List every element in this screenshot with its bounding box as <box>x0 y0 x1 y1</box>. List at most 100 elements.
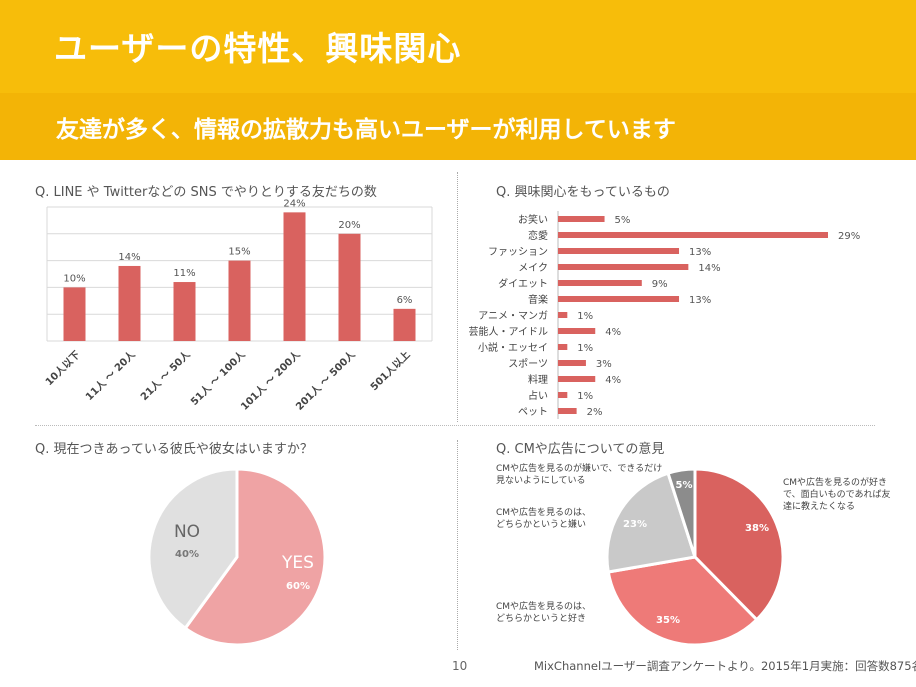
category-label: 小説・エッセイ <box>478 341 548 354</box>
hbar-value-label: 29% <box>838 231 860 242</box>
ads-callout-line: で、面白いものであれば友 <box>783 488 891 500</box>
ads-callout-0: CMや広告を見るのが好きで、面白いものであれば友達に教えたくなる <box>783 476 891 512</box>
hbar-value-label: 1% <box>577 391 593 402</box>
hbar-11 <box>558 392 568 398</box>
bar-1 <box>118 265 141 341</box>
ads-pie-slice-3 <box>666 467 697 558</box>
category-label: 占い <box>528 389 548 402</box>
ads-callout-line: どちらかというと嫌い <box>496 518 586 530</box>
category-label: お笑い <box>518 213 548 226</box>
bar-value-label: 14% <box>118 252 140 263</box>
hbar-value-label: 4% <box>605 375 621 386</box>
hbar-value-label: 1% <box>577 311 593 322</box>
hbar-value-label: 1% <box>577 343 593 354</box>
ads-pie-value: 5% <box>676 480 693 491</box>
header-subband <box>0 93 916 160</box>
category-label: 10人以下 <box>42 348 82 388</box>
question-relationship: Q. 現在つきあっている彼氏や彼女はいますか？ <box>35 442 313 457</box>
ads-pie-value: 38% <box>745 523 769 534</box>
page-subtitle: 友達が多く、情報の拡散力も高いユーザーが利用しています <box>56 117 676 143</box>
question-interests: Q. 興味関心をもっているもの <box>496 185 670 200</box>
category-label: 11人 ～ 20人 <box>83 347 139 403</box>
category-label: ファッション <box>488 247 548 258</box>
bar-value-label: 6% <box>397 295 413 306</box>
category-label: 51人 ～ 100人 <box>188 347 249 408</box>
hbar-value-label: 13% <box>689 295 711 306</box>
ads-callout-line: 見ないようにしている <box>496 475 586 486</box>
hbar-value-label: 3% <box>596 359 612 370</box>
hbar-12 <box>558 408 577 414</box>
hbar-value-label: 4% <box>605 327 621 338</box>
category-label: 芸能人・アイドル <box>469 325 549 338</box>
pie-value-no: 40% <box>175 549 199 560</box>
bar-6 <box>393 308 416 341</box>
category-label: スポーツ <box>508 358 548 370</box>
category-label: 音楽 <box>528 293 548 306</box>
hbar-value-label: 9% <box>652 279 668 290</box>
category-label: 21人 ～ 50人 <box>138 347 194 403</box>
hbar-8 <box>558 344 568 350</box>
hbar-6 <box>558 312 568 318</box>
hbar-2 <box>558 248 680 254</box>
ads-callout-line: CMや広告を見るのは、 <box>496 600 591 612</box>
hbar-0 <box>558 216 605 222</box>
bar-4 <box>283 212 306 341</box>
hbar-5 <box>558 296 680 302</box>
ads-callout-line: CMや広告を見るのが好き <box>783 476 887 488</box>
ads-pie-value: 23% <box>623 519 647 530</box>
hbar-3 <box>558 264 689 270</box>
relationship-pie-slice-0 <box>183 467 327 647</box>
question-sns-friends: Q. LINE や Twitterなどの SNS でやりとりする友だちの数 <box>35 185 377 200</box>
hbar-value-label: 2% <box>587 407 603 418</box>
category-label: 201人 ～ 500人 <box>293 347 359 413</box>
category-label: アニメ・マンガ <box>478 310 548 322</box>
source-note: MixChannelユーザー調査アンケートより。2015年1月実施：回答数875… <box>534 659 916 673</box>
header-band: ユーザーの特性、興味関心 友達が多く、情報の拡散力も高いユーザーが利用しています <box>0 0 916 160</box>
category-label: ダイエット <box>498 277 548 290</box>
bar-0 <box>63 287 86 341</box>
row-divider <box>35 425 875 426</box>
page-title: ユーザーの特性、興味関心 <box>54 29 462 68</box>
hbar-value-label: 14% <box>698 263 720 274</box>
relationship-pie-slice-1 <box>147 467 239 631</box>
column-divider-lower <box>457 440 458 650</box>
question-ads-opinion: Q. CMや広告についての意見 <box>496 442 665 457</box>
bar-5 <box>338 233 361 341</box>
bar-value-label: 20% <box>338 220 360 231</box>
ads-callout-line: どちらかというと好き <box>496 612 586 624</box>
hbar-9 <box>558 360 586 366</box>
hbar-4 <box>558 280 642 286</box>
ads-callout-3: CMや広告を見るのが嫌いで、できるだけ見ないようにしている <box>496 462 662 486</box>
ads-callout-line: CMや広告を見るのは、 <box>496 506 591 518</box>
page-number: 10 <box>452 659 468 673</box>
ads-pie-value: 35% <box>656 615 680 626</box>
pie-value-yes: 60% <box>286 581 310 592</box>
pie-label-yes: YES <box>281 553 314 573</box>
ads-callout-line: 達に教えたくなる <box>783 500 855 512</box>
hbar-value-label: 13% <box>689 247 711 258</box>
category-label: メイク <box>518 262 548 274</box>
category-label: 恋愛 <box>528 229 548 242</box>
ads-callout-2: CMや広告を見るのは、どちらかというと嫌い <box>496 506 591 530</box>
hbar-1 <box>558 232 828 238</box>
category-label: 101人 ～ 200人 <box>238 347 304 413</box>
bar-value-label: 10% <box>63 273 85 284</box>
bar-3 <box>228 260 251 341</box>
hbar-7 <box>558 328 596 334</box>
bar-value-label: 24% <box>283 198 305 209</box>
category-label: 501人以上 <box>367 348 412 393</box>
bar-2 <box>173 282 196 341</box>
pie-label-no: NO <box>174 522 200 542</box>
ads-callout-line: CMや広告を見るのが嫌いで、できるだけ <box>496 462 662 474</box>
bar-value-label: 15% <box>228 247 250 258</box>
bar-value-label: 11% <box>173 268 195 279</box>
category-label: 料理 <box>528 373 548 386</box>
ads-pie-slice-1 <box>606 555 759 647</box>
ads-pie-slice-0 <box>693 467 785 622</box>
column-divider <box>457 172 458 422</box>
hbar-10 <box>558 376 596 382</box>
ads-callout-1: CMや広告を見るのは、どちらかというと好き <box>496 600 591 624</box>
hbar-value-label: 5% <box>615 215 631 226</box>
ads-pie-slice-2 <box>605 471 697 574</box>
